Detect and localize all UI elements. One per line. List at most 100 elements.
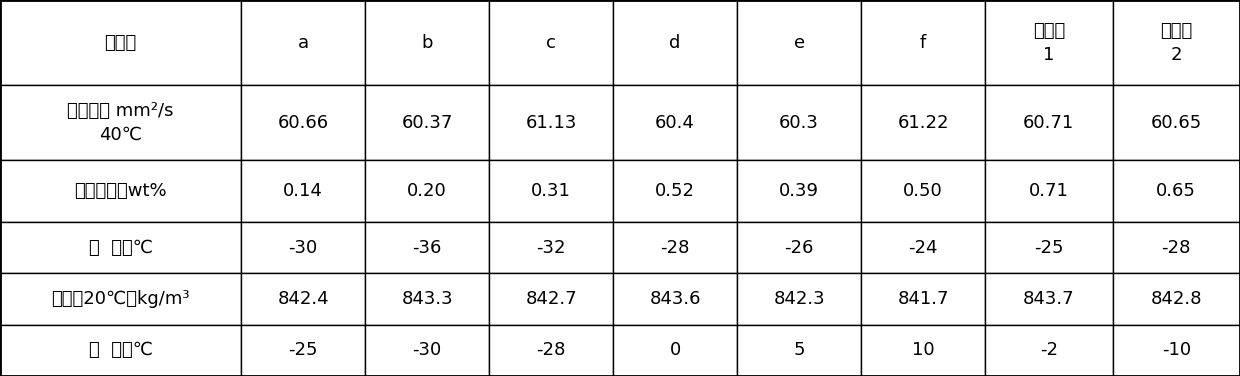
- Bar: [365, 222, 489, 273]
- Bar: [861, 273, 985, 325]
- Bar: [0, 0, 241, 85]
- Bar: [985, 0, 1112, 85]
- Bar: [0, 325, 241, 376]
- Text: 843.6: 843.6: [650, 290, 701, 308]
- Bar: [737, 222, 861, 273]
- Bar: [737, 0, 861, 85]
- Text: 842.3: 842.3: [774, 290, 825, 308]
- Text: -25: -25: [289, 341, 317, 359]
- Text: 61.13: 61.13: [526, 114, 577, 132]
- Text: 0: 0: [670, 341, 681, 359]
- Text: 芳烃含量，wt%: 芳烃含量，wt%: [74, 182, 167, 200]
- Bar: [1112, 0, 1240, 85]
- Text: f: f: [920, 34, 926, 52]
- Bar: [365, 0, 489, 85]
- Bar: [737, 85, 861, 160]
- Text: -26: -26: [785, 239, 813, 257]
- Text: 5: 5: [794, 341, 805, 359]
- Bar: [1112, 325, 1240, 376]
- Bar: [0, 273, 241, 325]
- Bar: [489, 160, 613, 222]
- Bar: [1112, 160, 1240, 222]
- Bar: [613, 85, 737, 160]
- Bar: [1112, 222, 1240, 273]
- Text: 60.66: 60.66: [278, 114, 329, 132]
- Bar: [365, 160, 489, 222]
- Text: e: e: [794, 34, 805, 52]
- Text: -10: -10: [1162, 341, 1190, 359]
- Bar: [861, 222, 985, 273]
- Text: 比较例
2: 比较例 2: [1161, 22, 1193, 64]
- Bar: [241, 273, 365, 325]
- Text: 60.4: 60.4: [655, 114, 696, 132]
- Bar: [365, 273, 489, 325]
- Bar: [1112, 273, 1240, 325]
- Bar: [985, 85, 1112, 160]
- Bar: [241, 325, 365, 376]
- Text: 842.4: 842.4: [278, 290, 329, 308]
- Bar: [489, 325, 613, 376]
- Text: 倾  点，℃: 倾 点，℃: [88, 239, 153, 257]
- Bar: [861, 160, 985, 222]
- Bar: [241, 0, 365, 85]
- Text: 60.37: 60.37: [402, 114, 453, 132]
- Text: d: d: [670, 34, 681, 52]
- Text: -24: -24: [909, 239, 937, 257]
- Bar: [241, 160, 365, 222]
- Text: 0.14: 0.14: [283, 182, 324, 200]
- Bar: [489, 85, 613, 160]
- Text: 0.71: 0.71: [1029, 182, 1069, 200]
- Text: 0.31: 0.31: [531, 182, 572, 200]
- Text: 0.65: 0.65: [1157, 182, 1197, 200]
- Text: -28: -28: [537, 341, 565, 359]
- Bar: [861, 325, 985, 376]
- Text: -36: -36: [413, 239, 441, 257]
- Bar: [241, 85, 365, 160]
- Text: 0.52: 0.52: [655, 182, 696, 200]
- Bar: [985, 273, 1112, 325]
- Bar: [489, 222, 613, 273]
- Bar: [613, 0, 737, 85]
- Text: 密度，20℃，kg/m³: 密度，20℃，kg/m³: [51, 290, 190, 308]
- Text: a: a: [298, 34, 309, 52]
- Bar: [985, 160, 1112, 222]
- Bar: [861, 0, 985, 85]
- Bar: [985, 222, 1112, 273]
- Bar: [613, 325, 737, 376]
- Text: -30: -30: [289, 239, 317, 257]
- Text: 催化剂: 催化剂: [104, 34, 136, 52]
- Bar: [0, 160, 241, 222]
- Text: -28: -28: [661, 239, 689, 257]
- Bar: [365, 85, 489, 160]
- Text: 10: 10: [911, 341, 935, 359]
- Bar: [489, 0, 613, 85]
- Text: b: b: [422, 34, 433, 52]
- Text: 843.3: 843.3: [402, 290, 453, 308]
- Bar: [613, 160, 737, 222]
- Text: -25: -25: [1034, 239, 1064, 257]
- Bar: [489, 273, 613, 325]
- Bar: [241, 222, 365, 273]
- Bar: [737, 325, 861, 376]
- Text: -32: -32: [537, 239, 565, 257]
- Bar: [985, 325, 1112, 376]
- Text: 0.20: 0.20: [407, 182, 446, 200]
- Bar: [613, 222, 737, 273]
- Text: -30: -30: [413, 341, 441, 359]
- Bar: [737, 273, 861, 325]
- Text: 842.8: 842.8: [1151, 290, 1202, 308]
- Text: 0.39: 0.39: [779, 182, 820, 200]
- Text: c: c: [546, 34, 556, 52]
- Text: -2: -2: [1040, 341, 1058, 359]
- Text: 60.3: 60.3: [779, 114, 820, 132]
- Bar: [1112, 85, 1240, 160]
- Bar: [0, 85, 241, 160]
- Text: 0.50: 0.50: [903, 182, 942, 200]
- Text: -28: -28: [1162, 239, 1190, 257]
- Text: 浊  点，℃: 浊 点，℃: [88, 341, 153, 359]
- Bar: [737, 160, 861, 222]
- Bar: [861, 85, 985, 160]
- Text: 61.22: 61.22: [898, 114, 949, 132]
- Bar: [613, 273, 737, 325]
- Text: 60.71: 60.71: [1023, 114, 1074, 132]
